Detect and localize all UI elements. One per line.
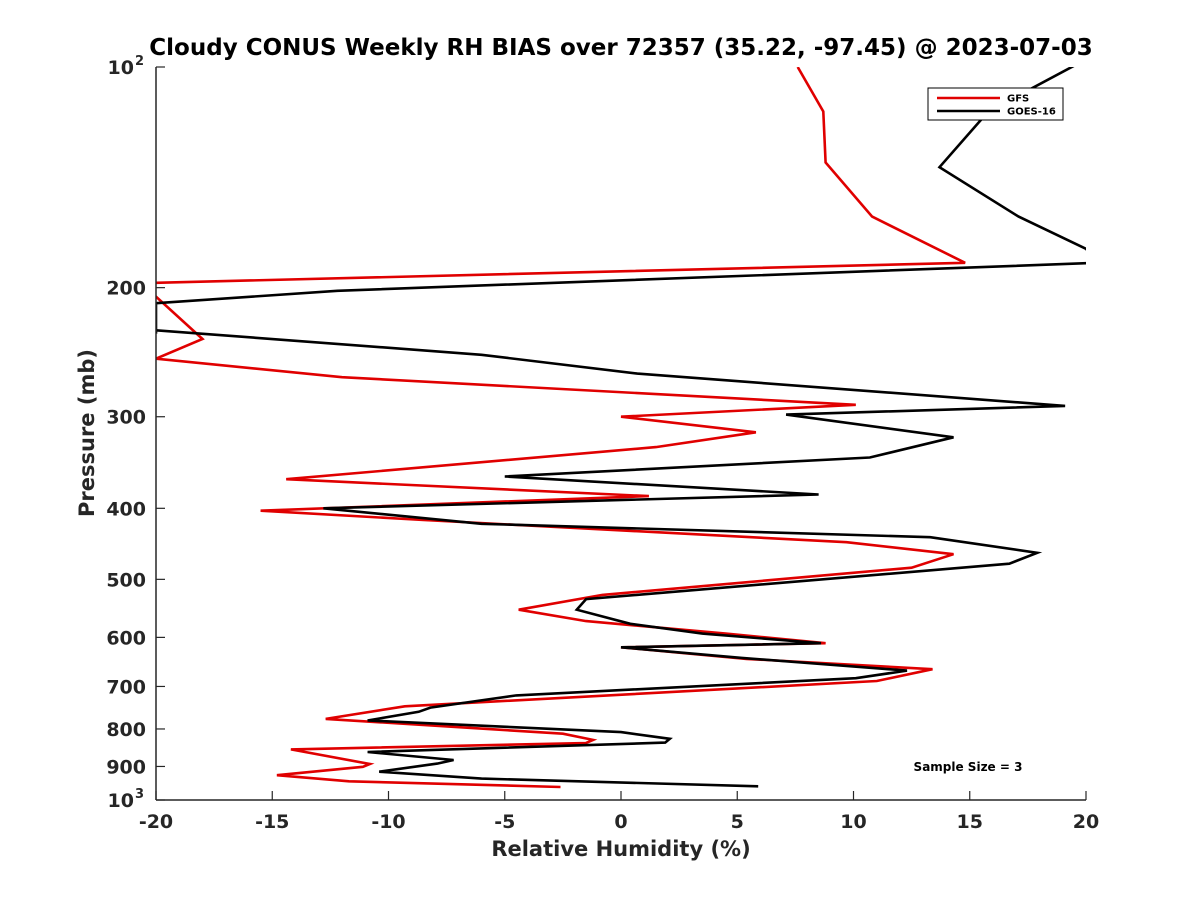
y-tick-label: 200 bbox=[106, 278, 146, 300]
x-tick-label: -10 bbox=[371, 811, 405, 833]
legend-box bbox=[927, 87, 1064, 121]
y-tick-label: 600 bbox=[106, 627, 146, 649]
legend-label: GOES-16 bbox=[1007, 107, 1056, 118]
y-tick-label: 500 bbox=[106, 569, 146, 591]
x-tick-label: 10 bbox=[840, 811, 866, 833]
sample-size-annotation: Sample Size = 3 bbox=[914, 760, 1023, 774]
x-tick-label: 15 bbox=[957, 811, 983, 833]
chart-title: Cloudy CONUS Weekly RH BIAS over 72357 (… bbox=[149, 35, 1092, 61]
series-line-goes-16 bbox=[156, 67, 1086, 788]
legend-label: GFS bbox=[1007, 94, 1029, 105]
x-axis-label: Relative Humidity (%) bbox=[491, 837, 750, 861]
y-tick-label: 800 bbox=[106, 719, 146, 741]
y-tick-exponent: 3 bbox=[135, 787, 144, 802]
x-tick-label: -20 bbox=[139, 811, 173, 833]
x-tick-label: -5 bbox=[494, 811, 515, 833]
y-tick-label: 10 bbox=[108, 790, 134, 812]
legend: GFS GOES-16 bbox=[927, 87, 1064, 121]
y-axis-label: Pressure (mb) bbox=[75, 349, 99, 517]
x-tick-label: -15 bbox=[255, 811, 289, 833]
y-tick-label: 700 bbox=[106, 676, 146, 698]
y-tick-label: 400 bbox=[106, 498, 146, 520]
x-tick-label: 5 bbox=[731, 811, 744, 833]
y-tick-label: 900 bbox=[106, 756, 146, 778]
x-tick-label: 20 bbox=[1073, 811, 1099, 833]
x-tick-label: 0 bbox=[614, 811, 627, 833]
series-line-gfs bbox=[156, 67, 966, 789]
y-tick-label: 300 bbox=[106, 407, 146, 429]
y-tick-exponent: 2 bbox=[135, 54, 144, 69]
plot-area bbox=[156, 67, 1086, 789]
y-tick-label: 10 bbox=[108, 57, 134, 79]
